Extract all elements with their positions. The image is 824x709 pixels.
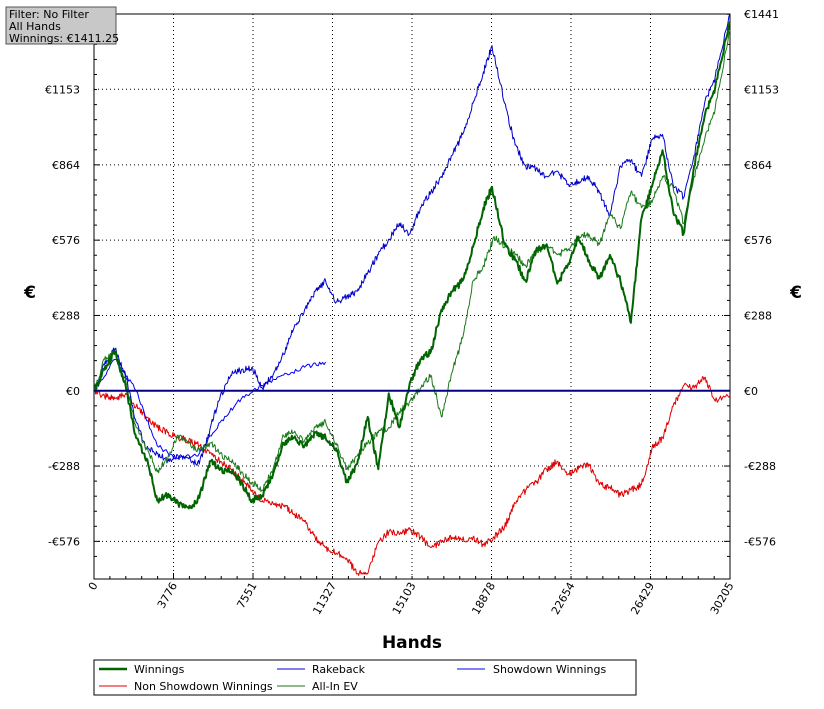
- y-tick-label-right: €288: [744, 309, 772, 322]
- series-line-showdown: [93, 358, 327, 460]
- x-tick-label: 7551: [234, 580, 259, 611]
- x-tick-label: 30205: [708, 580, 737, 617]
- y-tick-label-left: -€576: [48, 535, 80, 548]
- x-tick-label: 3776: [155, 580, 180, 611]
- y-tick-label-left: -€288: [48, 460, 80, 473]
- x-tick-label: 0: [86, 580, 101, 593]
- y-tick-label-right: €864: [744, 159, 772, 172]
- series-layer: [93, 13, 731, 576]
- y-tick-label-right: €1153: [744, 83, 779, 96]
- x-axis-title: Hands: [382, 633, 442, 653]
- series-line-rakeback: [93, 13, 731, 466]
- x-tick-label: 15103: [390, 580, 419, 617]
- info-hands: All Hands: [9, 20, 61, 33]
- legend-label-non-showdown: Non Showdown Winnings: [134, 680, 273, 693]
- legend-label-winnings: Winnings: [134, 663, 185, 676]
- info-filter: Filter: No Filter: [9, 8, 89, 21]
- x-tick-label: 22654: [549, 580, 578, 617]
- x-tick-label: 11327: [310, 580, 339, 617]
- y-tick-label-right: €0: [744, 385, 758, 398]
- y-tick-label-left: €288: [52, 309, 80, 322]
- x-tick-label: 18878: [469, 580, 498, 617]
- x-tick-labels: 0 3776 7551 11327 15103 18878 22654 26429 30205: [86, 580, 737, 617]
- legend-label-allin-ev: All-In EV: [312, 680, 358, 693]
- y-tick-label-right: €1441: [744, 8, 779, 21]
- y-axis-title-left: €: [23, 283, 36, 303]
- y-tick-label-left: €864: [52, 159, 80, 172]
- y-tick-labels-left: -€576-€288€0€288€576€864€1153€1441: [45, 8, 80, 548]
- legend-frame: [93, 659, 637, 696]
- y-tick-label-left: €0: [66, 385, 80, 398]
- info-box: Filter: No Filter All Hands Winnings: €1…: [5, 6, 119, 45]
- y-tick-label-right: €576: [744, 234, 772, 247]
- y-axis-title-right: €: [789, 283, 802, 303]
- y-tick-label-right: -€576: [744, 535, 776, 548]
- y-tick-label-right: -€288: [744, 460, 776, 473]
- legend-label-showdown: Showdown Winnings: [493, 663, 607, 676]
- legend: Winnings Rakeback Showdown Winnings Non …: [93, 659, 637, 696]
- info-winnings: Winnings: €1411.25: [9, 32, 119, 45]
- series-line-allin-ev: [93, 29, 731, 493]
- y-tick-labels-right: -€576 -€288 €0 €288 €576 €864 €1153 €1441: [744, 8, 779, 548]
- series-line-non-showdown: [93, 376, 731, 576]
- series-line-winnings: [93, 21, 731, 510]
- y-tick-label-left: €1153: [45, 83, 80, 96]
- y-tick-label-left: €576: [52, 234, 80, 247]
- legend-label-rakeback: Rakeback: [312, 663, 366, 676]
- x-tick-label: 26429: [628, 580, 657, 617]
